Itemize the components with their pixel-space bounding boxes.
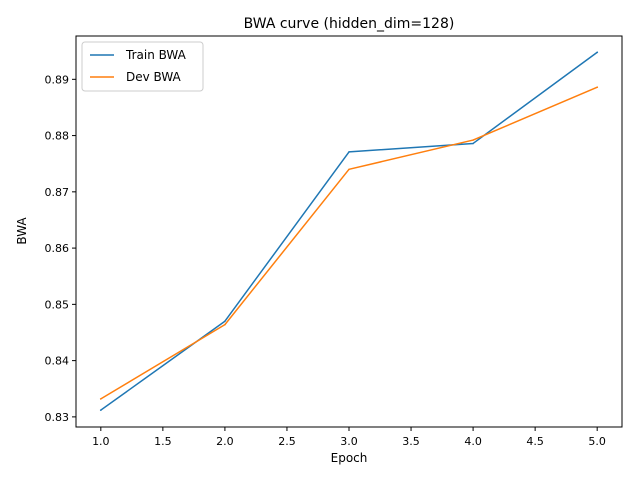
data-point-dev-bwa (348, 168, 350, 171)
data-point-train-bwa (472, 142, 474, 145)
data-point-train-bwa (348, 151, 350, 153)
data-point-train-bwa (224, 320, 226, 322)
x-tick-label: 2.0 (216, 435, 234, 448)
series-line-dev-bwa (99, 86, 599, 400)
x-tick-label: 1.5 (154, 435, 172, 448)
data-point-train-bwa (596, 51, 598, 54)
y-tick-label: 0.84 (45, 355, 70, 368)
legend: Train BWA Dev BWA (81, 41, 204, 92)
x-tick-label: 3.5 (402, 435, 420, 448)
plot-series (99, 51, 599, 412)
x-axis: 1.0 1.5 2.0 2.5 3.0 3.5 4.0 4.5 5.0 (92, 427, 606, 448)
x-axis-label: Epoch (331, 451, 368, 465)
y-tick-label: 0.83 (45, 411, 70, 424)
y-tick-label: 0.89 (45, 73, 70, 86)
data-point-dev-bwa (224, 323, 226, 326)
data-point-dev-bwa (472, 139, 474, 141)
data-point-train-bwa (100, 409, 102, 411)
data-point-dev-bwa (596, 86, 598, 88)
x-tick-label: 4.0 (464, 435, 482, 448)
data-point-dev-bwa (100, 398, 102, 400)
y-tick-label: 0.88 (45, 130, 70, 143)
legend-label-dev-bwa: Dev BWA (126, 70, 182, 84)
x-tick-label: 2.5 (278, 435, 296, 448)
series-line-train-bwa (99, 51, 599, 412)
y-tick-label: 0.86 (45, 242, 70, 255)
x-tick-label: 5.0 (588, 435, 606, 448)
y-tick-label: 0.87 (45, 186, 70, 199)
y-tick-label: 0.85 (45, 298, 70, 311)
y-axis-label: BWA (15, 217, 29, 245)
legend-label-train-bwa: Train BWA (125, 48, 187, 62)
chart-title: BWA curve (hidden_dim=128) (244, 16, 455, 32)
plot-frame (75, 35, 623, 428)
x-tick-label: 4.5 (526, 435, 544, 448)
x-tick-label: 1.0 (92, 435, 110, 448)
x-tick-label: 3.0 (340, 435, 358, 448)
y-axis: 0.83 0.84 0.85 0.86 0.87 0.88 0.89 (45, 73, 76, 424)
